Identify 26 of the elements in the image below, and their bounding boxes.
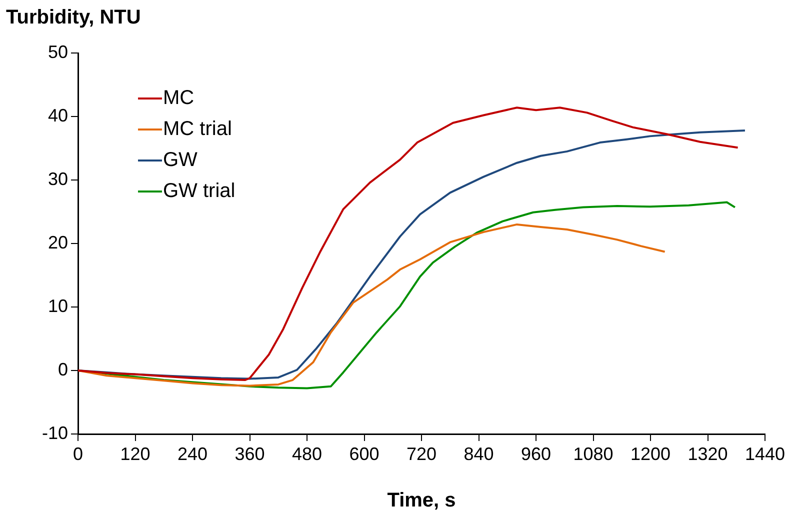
x-tick-label: 240: [177, 444, 208, 464]
x-tick-label: 0: [72, 444, 84, 464]
y-tick-label: 40: [48, 105, 68, 126]
x-tick-label: 120: [120, 444, 150, 464]
y-axis-title: Turbidity, NTU: [6, 6, 141, 29]
y-tick-label: -10: [42, 422, 68, 443]
y-tick-label: 50: [48, 42, 68, 62]
x-tick-label: 720: [406, 444, 437, 464]
y-tick-label: 30: [48, 168, 68, 189]
y-tick-label: 0: [58, 359, 68, 380]
x-tick-label: 360: [234, 444, 265, 464]
x-axis-title: Time, s: [387, 490, 456, 512]
x-tick-label: 840: [464, 444, 494, 464]
legend-label: MC trial: [163, 118, 232, 140]
x-tick-label: 1440: [744, 444, 786, 464]
x-tick-label: 1320: [688, 444, 728, 464]
x-tick-label: 1200: [630, 444, 671, 464]
x-tick-label: 960: [520, 444, 552, 464]
y-tick-label: 20: [48, 232, 68, 252]
legend-label: GW: [163, 149, 198, 172]
x-tick-label: 480: [292, 444, 322, 464]
x-tick-label: 600: [349, 444, 380, 464]
y-tick-label: 10: [48, 296, 68, 316]
x-tick-label: 1080: [573, 444, 614, 464]
legend-label: MC: [163, 87, 194, 110]
legend-label: GW trial: [163, 180, 236, 202]
